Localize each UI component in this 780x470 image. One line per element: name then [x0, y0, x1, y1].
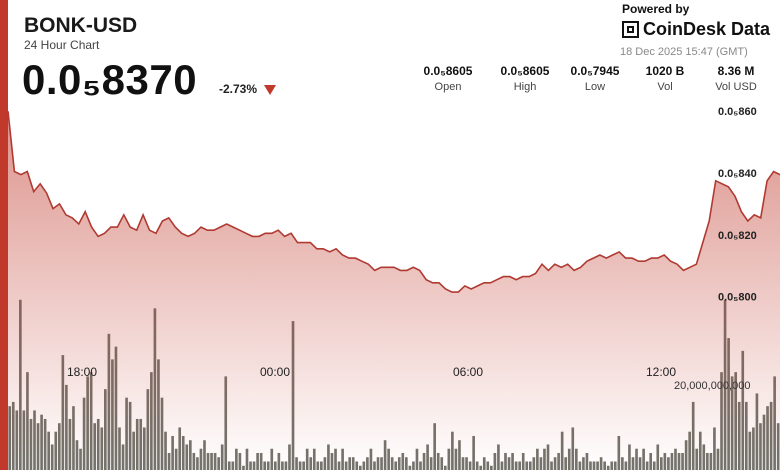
x-axis-ticks: 18:00 00:00 06:00 12:00 — [67, 365, 676, 379]
x-tick-label: 12:00 — [646, 365, 676, 379]
x-tick-label: 00:00 — [260, 365, 290, 379]
stat-value: 8.36 M — [717, 64, 755, 78]
stat-open: 0.0₅8605 Open — [413, 64, 483, 93]
y-axis-ticks: 0.0₅860 0.0₅840 0.0₅820 0.0₅800 — [718, 106, 757, 304]
stat-value: 1020 B — [645, 64, 685, 78]
stat-label: Low — [584, 81, 606, 93]
stat-label: Open — [434, 81, 462, 93]
coindesk-logo-icon — [622, 21, 639, 38]
ticker-symbol: BONK-USD — [24, 14, 138, 37]
stat-label: Vol — [657, 81, 673, 93]
price-change-percent: -2.73% — [219, 82, 258, 96]
y-tick-label: 0.0₅840 — [718, 168, 757, 180]
stat-vol: 1020 B Vol — [630, 64, 700, 93]
volume-scale-label: 20,000,000,000 — [674, 380, 750, 392]
brand-name: CoinDesk Data — [643, 19, 771, 39]
y-tick-label: 0.0₅860 — [718, 106, 757, 118]
stat-value: 0.0₅8605 — [500, 64, 550, 78]
x-tick-label: 06:00 — [453, 365, 483, 379]
stat-label: Vol USD — [715, 81, 757, 93]
stat-value: 0.0₅8605 — [423, 64, 473, 78]
timestamp: 18 Dec 2025 15:47 (GMT) — [620, 46, 748, 58]
stat-label: High — [513, 81, 537, 93]
chart-period: 24 Hour Chart — [24, 38, 100, 52]
stat-high: 0.0₅8605 High — [490, 64, 560, 93]
price-line — [7, 111, 780, 293]
stat-low: 0.0₅7945 Low — [560, 64, 630, 93]
y-tick-label: 0.0₅800 — [718, 292, 757, 304]
powered-by-label: Powered by — [622, 2, 690, 16]
stat-vol-usd: 8.36 M Vol USD — [701, 64, 771, 93]
accent-bar — [0, 0, 8, 470]
price-area-fill — [8, 111, 780, 470]
down-triangle-icon — [264, 85, 276, 95]
stat-value: 0.0₅7945 — [570, 64, 620, 78]
x-tick-label: 18:00 — [67, 365, 97, 379]
current-price: 0.0₅8370 — [22, 56, 198, 103]
y-tick-label: 0.0₅820 — [718, 230, 757, 242]
